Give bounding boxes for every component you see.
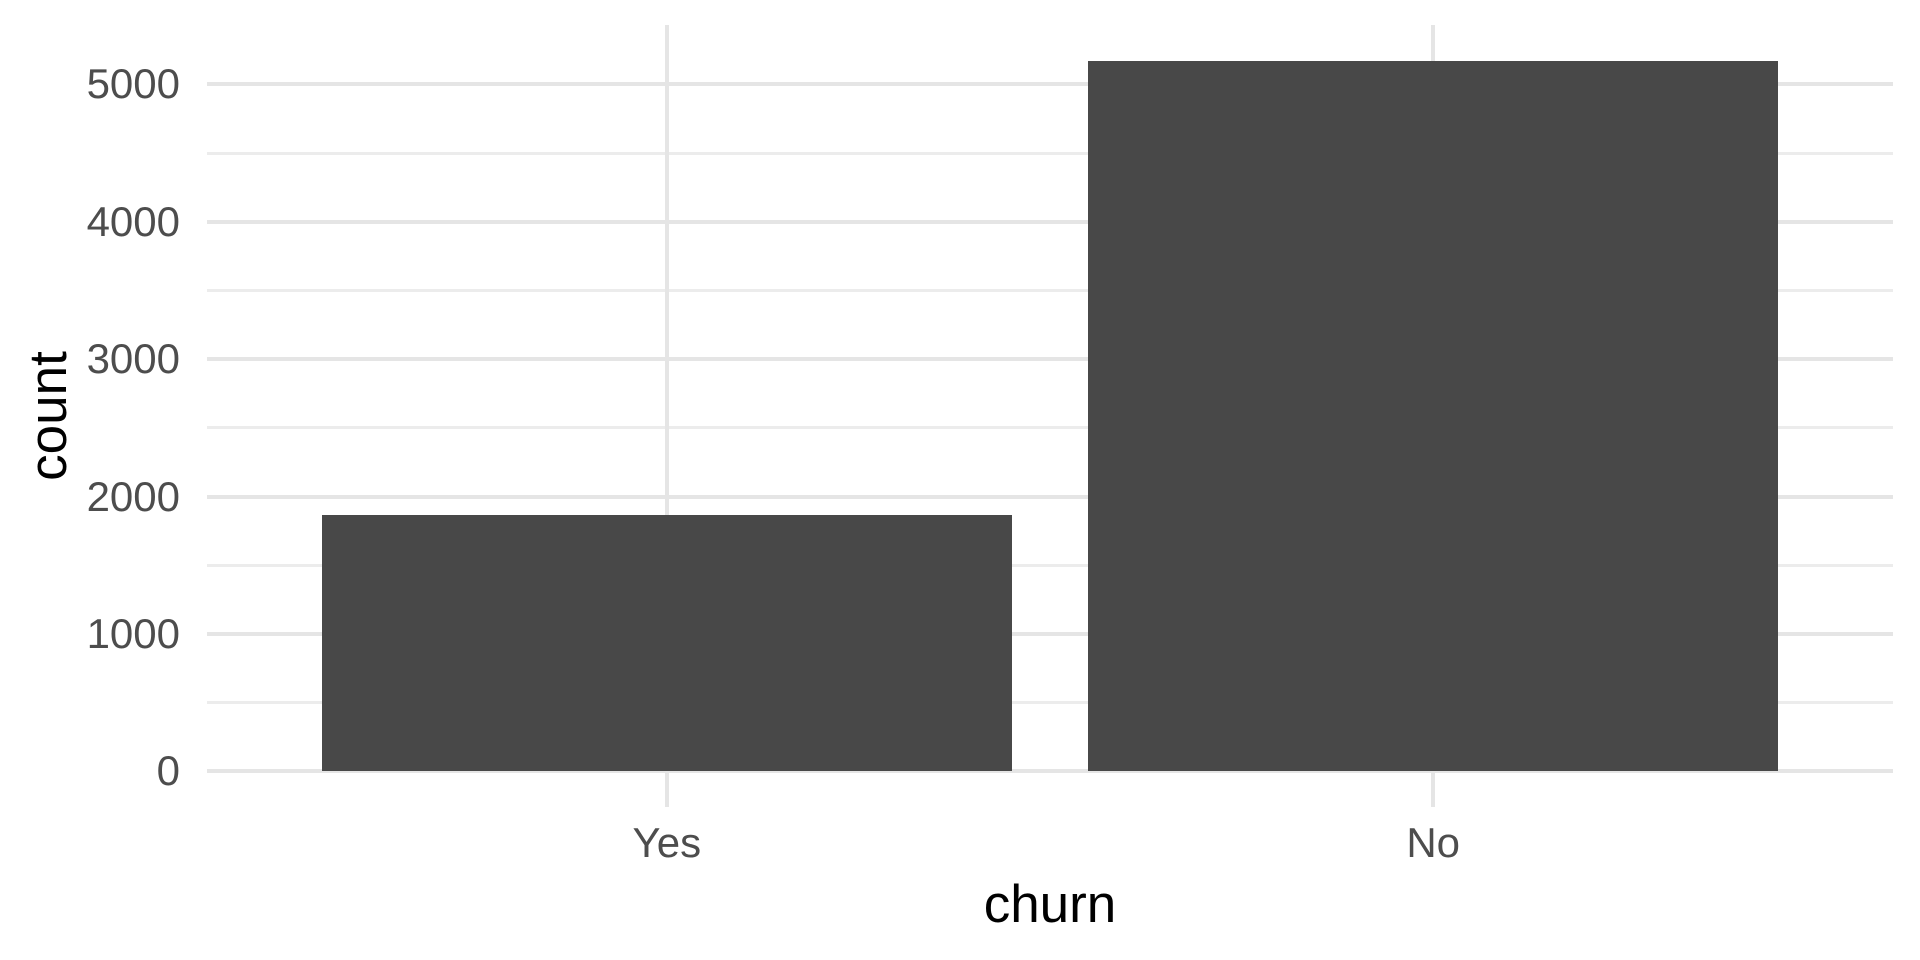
major-gridline (207, 219, 1893, 224)
minor-gridline (207, 289, 1893, 293)
minor-gridline (207, 701, 1893, 705)
major-gridline (207, 357, 1893, 362)
bar-yes (321, 514, 1012, 772)
plot-panel (207, 25, 1893, 807)
minor-gridline (207, 151, 1893, 155)
major-gridline (207, 769, 1893, 774)
x-axis-title: churn (983, 875, 1117, 934)
minor-gridline (207, 563, 1893, 567)
y-tick-label: 1000 (86, 610, 180, 658)
y-tick-label: 4000 (86, 197, 180, 245)
y-tick-label: 5000 (86, 60, 180, 108)
major-gridline (207, 82, 1893, 87)
y-axis-title: count (19, 351, 78, 481)
major-gridline (207, 632, 1893, 637)
major-gridline (207, 494, 1893, 499)
vertical-gridline (664, 25, 669, 807)
x-tick-label: Yes (632, 819, 702, 867)
minor-gridline (207, 426, 1893, 430)
y-tick-label: 2000 (86, 472, 180, 520)
y-tick-label: 0 (156, 747, 180, 795)
bar-no (1088, 60, 1779, 772)
y-tick-label: 3000 (86, 335, 180, 383)
x-tick-label: No (1406, 819, 1461, 867)
